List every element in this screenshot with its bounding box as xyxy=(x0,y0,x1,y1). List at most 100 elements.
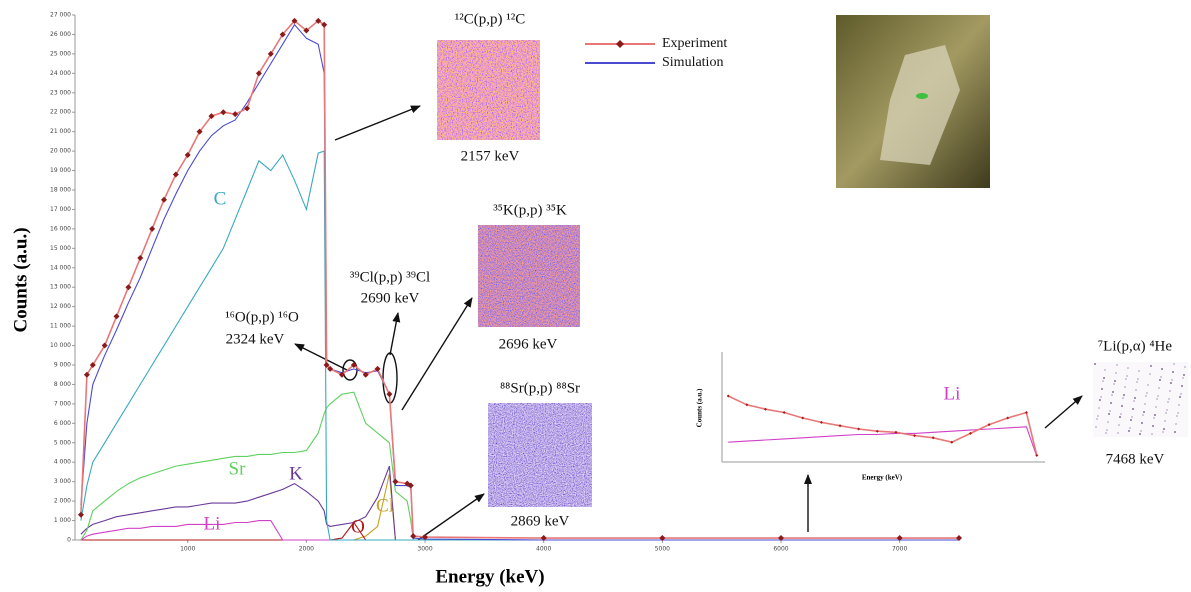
data-point xyxy=(968,431,972,435)
series-line xyxy=(727,395,1038,456)
map-dot xyxy=(1098,407,1100,409)
data-point xyxy=(374,365,381,372)
data-point xyxy=(659,535,666,542)
x-tick-label: 6000 xyxy=(773,546,788,553)
data-point xyxy=(113,313,120,320)
y-tick-label: 17 000 xyxy=(50,206,71,213)
series-line xyxy=(80,19,959,539)
y-tick-label: 8 000 xyxy=(54,381,71,388)
map-dot xyxy=(1136,381,1138,383)
data-point xyxy=(279,31,286,38)
map-dot xyxy=(1103,377,1105,379)
annotation: ¹⁶O(p,p) ¹⁶O xyxy=(225,309,299,325)
data-point xyxy=(896,535,903,542)
inset-annotation: Li xyxy=(944,383,961,404)
annotation: ³⁵K(p,p) ³⁵K xyxy=(493,202,567,218)
data-point xyxy=(913,434,917,438)
data-point xyxy=(350,362,357,368)
data-point xyxy=(782,411,786,414)
data-point xyxy=(125,284,132,291)
data-point xyxy=(208,113,215,120)
map-dot xyxy=(1152,425,1154,427)
data-point xyxy=(950,440,954,444)
map-dot xyxy=(1095,426,1097,428)
map-dot xyxy=(1177,412,1179,414)
map-dot xyxy=(1116,364,1118,366)
series-line xyxy=(728,426,1038,457)
x-axis-title: Energy (keV) xyxy=(435,566,544,587)
data-point xyxy=(160,196,167,203)
map-dot xyxy=(1157,395,1159,397)
legend-label: Simulation xyxy=(662,55,723,70)
li-map xyxy=(1093,362,1188,437)
x-tick-label: 1000 xyxy=(180,546,195,553)
series-line xyxy=(80,391,959,541)
y-axis-title: Counts (a.u.) xyxy=(10,227,31,332)
map-dot xyxy=(1153,417,1155,419)
map-dot xyxy=(1107,421,1109,423)
map-dot xyxy=(1126,375,1128,377)
map-dot xyxy=(1114,380,1116,382)
y-tick-label: 3 000 xyxy=(54,478,71,485)
curve-label: Li xyxy=(204,513,221,534)
data-point xyxy=(291,17,298,24)
map-dot xyxy=(1124,386,1126,388)
y-tick-label: 4 000 xyxy=(54,459,71,466)
annotation: ¹²C(p,p) ¹²C xyxy=(455,11,526,27)
map-dot xyxy=(1106,429,1108,431)
y-tick-label: 16 000 xyxy=(50,225,71,232)
map-dot xyxy=(1127,367,1129,369)
data-point xyxy=(778,535,785,542)
data-point xyxy=(232,111,239,118)
map-dot xyxy=(1171,379,1173,381)
map-dot xyxy=(1155,406,1157,408)
map-dot xyxy=(1112,391,1114,393)
map-dot xyxy=(1132,408,1134,410)
y-tick-label: 15 000 xyxy=(50,245,71,252)
map-dot xyxy=(1141,422,1143,424)
map-dot xyxy=(1125,378,1127,380)
data-point xyxy=(244,105,251,112)
y-tick-label: 0 xyxy=(67,537,71,544)
map-dot xyxy=(1137,378,1139,380)
y-tick-label: 5 000 xyxy=(54,439,71,446)
curve-label: C xyxy=(214,188,227,209)
map-dot xyxy=(1145,395,1147,397)
data-point xyxy=(172,171,179,178)
map-dot xyxy=(1147,384,1149,386)
map-dot xyxy=(1183,374,1185,376)
map-dot xyxy=(1169,390,1171,392)
y-tick-label: 11 000 xyxy=(50,323,71,330)
map-dot xyxy=(1131,416,1133,418)
map-dot xyxy=(1143,411,1145,413)
map-dot xyxy=(1140,430,1142,432)
curve-label: O xyxy=(351,516,365,537)
map-dot xyxy=(1122,397,1124,399)
map-dot xyxy=(1184,366,1186,368)
map-dot xyxy=(1123,394,1125,396)
y-tick-label: 2 000 xyxy=(54,498,71,505)
y-tick-label: 23 000 xyxy=(50,89,71,96)
map-dot xyxy=(1173,363,1175,365)
curve-label: K xyxy=(289,463,303,484)
map-dot xyxy=(1149,373,1151,375)
annotation: 2869 keV xyxy=(511,513,570,529)
x-axis-title: Energy (keV) xyxy=(862,474,903,482)
map-dot xyxy=(1119,416,1121,418)
map-dot xyxy=(1097,415,1099,417)
data-point xyxy=(422,534,429,541)
map-dot xyxy=(1129,427,1131,429)
data-point xyxy=(726,394,730,398)
map-dot xyxy=(1120,413,1122,415)
map-dot xyxy=(1110,402,1112,404)
map-dot xyxy=(1158,387,1160,389)
map-dot xyxy=(1166,409,1168,411)
x-tick-label: 2000 xyxy=(299,546,314,553)
map-dot xyxy=(1161,368,1163,370)
annotation: 2157 keV xyxy=(461,148,520,164)
map-dot xyxy=(1101,388,1103,390)
data-point xyxy=(149,225,156,232)
data-point xyxy=(89,362,96,368)
data-point xyxy=(931,436,935,440)
annotation: 2696 keV xyxy=(499,336,558,352)
